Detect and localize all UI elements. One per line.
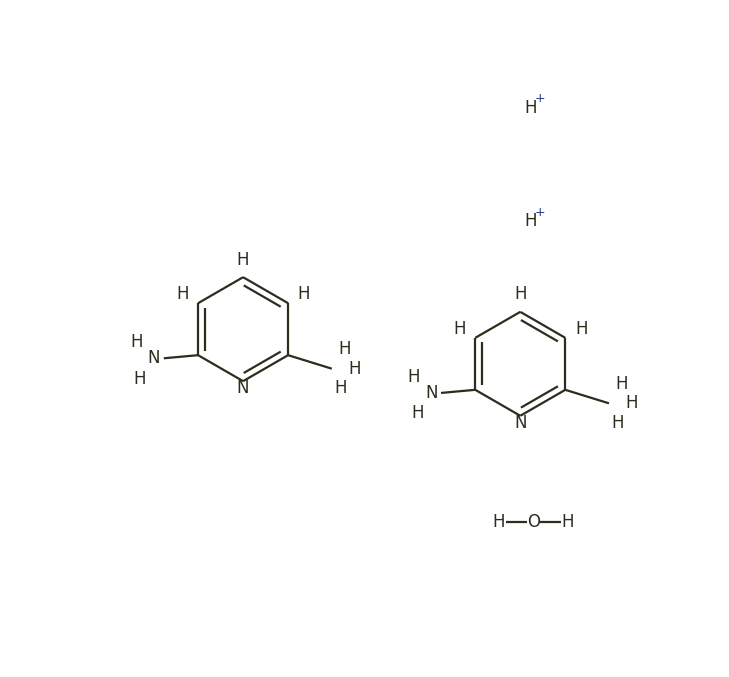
Text: N: N [514,414,526,432]
Text: N: N [237,379,249,397]
Text: +: + [535,206,545,219]
Text: H: H [453,320,466,338]
Text: +: + [535,93,545,106]
Text: H: H [133,370,147,388]
Text: H: H [612,414,624,432]
Text: H: H [237,250,249,269]
Text: H: H [411,404,424,422]
Text: H: H [408,368,420,386]
Text: H: H [297,286,311,303]
Text: H: H [524,213,537,230]
Text: H: H [524,100,537,117]
Text: H: H [615,375,628,393]
Text: H: H [348,359,361,378]
Text: H: H [338,341,351,358]
Text: H: H [575,320,588,338]
Text: H: H [625,394,638,412]
Text: N: N [148,349,160,368]
Text: H: H [514,285,526,303]
Text: H: H [176,286,188,303]
Text: N: N [425,384,437,402]
Text: H: H [562,512,574,531]
Text: O: O [527,512,540,531]
Text: H: H [335,379,347,397]
Text: H: H [493,512,505,531]
Text: H: H [130,333,143,351]
